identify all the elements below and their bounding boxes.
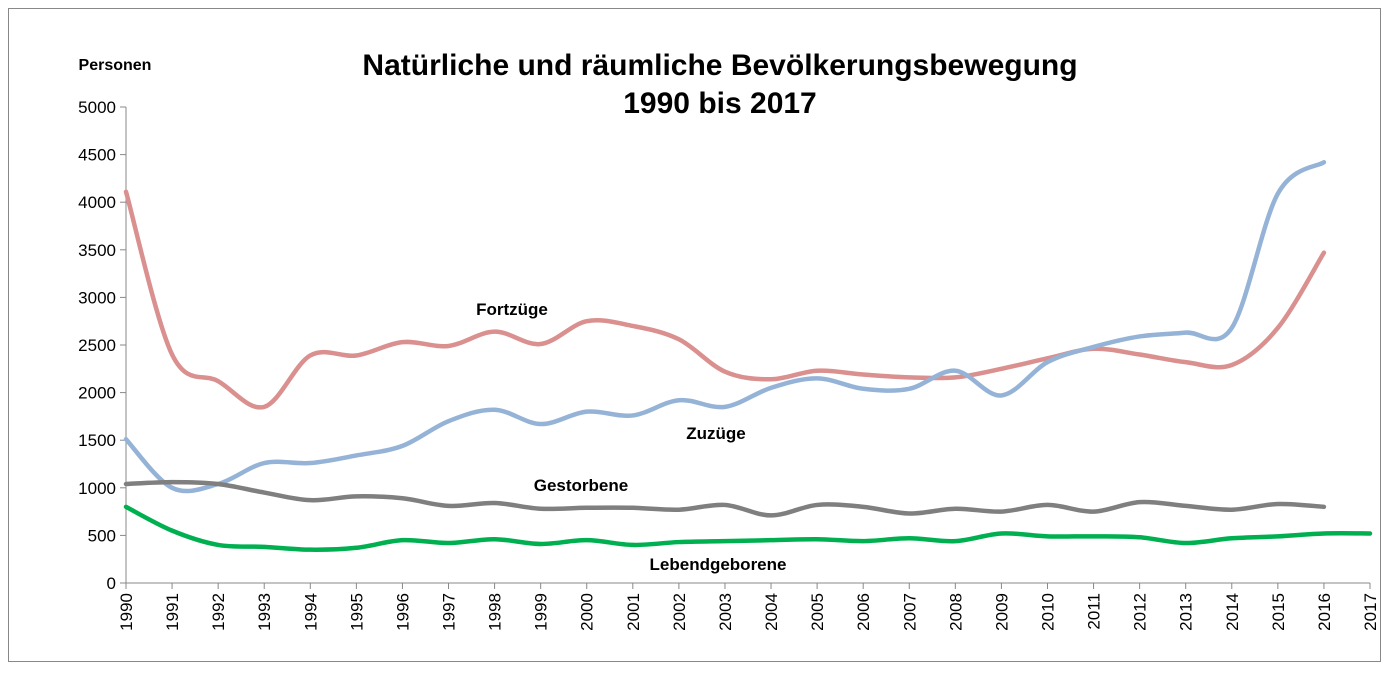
series-label: Fortzüge xyxy=(476,300,548,319)
x-tick-label: 2008 xyxy=(946,593,965,631)
x-tick-label: 2007 xyxy=(900,593,919,631)
series-label: Gestorbene xyxy=(534,476,628,495)
y-tick-label: 1500 xyxy=(78,431,116,450)
series-line xyxy=(123,159,1327,494)
x-tick-label: 2001 xyxy=(624,593,643,631)
x-tick-label: 2003 xyxy=(716,593,735,631)
x-tick-label: 2011 xyxy=(1085,593,1104,630)
x-tick-label: 2004 xyxy=(762,593,781,631)
y-tick-label: 1000 xyxy=(78,479,116,498)
x-tick-label: 1991 xyxy=(163,593,182,631)
x-tick-label: 1992 xyxy=(209,593,228,631)
x-tick-label: 2015 xyxy=(1269,593,1288,631)
x-tick-label: 2005 xyxy=(808,593,827,631)
y-tick-label: 2000 xyxy=(78,384,116,403)
x-tick-label: 1994 xyxy=(301,593,320,631)
x-tick-label: 1998 xyxy=(486,593,505,631)
x-tick-label: 2017 xyxy=(1361,593,1380,631)
x-tick-label: 2010 xyxy=(1038,593,1057,631)
series-line xyxy=(123,504,1373,552)
x-tick-label: 2000 xyxy=(578,593,597,631)
series-line xyxy=(123,189,1327,410)
x-tick-label: 2016 xyxy=(1315,593,1334,631)
y-tick-label: 2500 xyxy=(78,336,116,355)
y-tick-label: 5000 xyxy=(78,98,116,117)
y-tick-label: 3500 xyxy=(78,241,116,260)
x-tick-label: 2012 xyxy=(1131,593,1150,631)
y-axis-label: Personen xyxy=(79,57,152,74)
series-line xyxy=(123,479,1327,518)
y-tick-label: 0 xyxy=(107,574,116,593)
x-tick-label: 2002 xyxy=(670,593,689,631)
chart-subtitle: 1990 bis 2017 xyxy=(623,87,817,120)
x-tick-label: 1999 xyxy=(532,593,551,631)
series-label: Zuzüge xyxy=(686,424,746,443)
x-tick-label: 2014 xyxy=(1223,593,1242,631)
x-tick-label: 2006 xyxy=(854,593,873,631)
x-tick-label: 1996 xyxy=(393,593,412,631)
y-tick-label: 3000 xyxy=(78,288,116,307)
x-tick-label: 2009 xyxy=(992,593,1011,631)
y-tick-label: 4000 xyxy=(78,193,116,212)
series-label: Lebendgeborene xyxy=(650,555,787,574)
chart-border xyxy=(8,8,1381,662)
x-tick-label: 1993 xyxy=(255,593,274,631)
x-tick-label: 1995 xyxy=(347,593,366,631)
x-tick-label: 1990 xyxy=(117,593,136,631)
y-tick-label: 4500 xyxy=(78,146,116,165)
x-tick-label: 1997 xyxy=(440,593,459,631)
chart-title: Natürliche und räumliche Bevölkerungsbew… xyxy=(362,49,1077,82)
y-tick-label: 500 xyxy=(88,526,116,545)
x-tick-label: 2013 xyxy=(1177,593,1196,631)
